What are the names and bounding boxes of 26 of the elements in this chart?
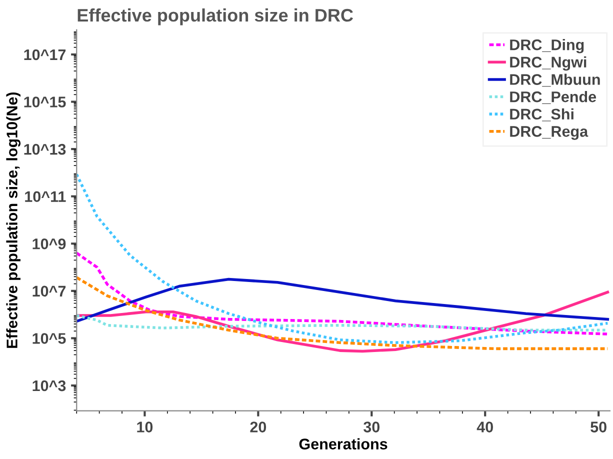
x-tick-label: 40: [476, 422, 493, 432]
legend-label: DRC_Pende: [510, 91, 596, 104]
line-series: [76, 278, 610, 323]
y-tick-label: 10^17: [24, 49, 66, 60]
x-axis-title: Generations: [299, 438, 388, 450]
line-series: [76, 172, 610, 344]
legend-label: DRC_Rega: [510, 126, 588, 140]
y-tick-label: 10^11: [25, 191, 66, 202]
legend-label: DRC_Ding: [510, 39, 584, 54]
y-tick-label: 10^7: [32, 286, 66, 297]
line-series: [76, 276, 610, 350]
y-tick-label: 10^3: [32, 380, 66, 392]
y-axis-title: Effective population size, log10(Ne): [6, 92, 21, 348]
x-tick-label: 30: [364, 422, 380, 432]
y-tick-label: 10^13: [24, 144, 66, 155]
y-tick-label: 10^5: [32, 333, 66, 344]
x-tick-label: 50: [590, 422, 606, 432]
y-tick-label: 10^15: [24, 96, 66, 108]
x-tick-label: 20: [250, 422, 266, 432]
legend-label: DRC_Ngwi: [510, 56, 586, 71]
y-tick-label: 10^9: [32, 238, 66, 250]
legend-label: DRC_Mbuun: [510, 74, 600, 87]
x-tick-label: 10: [137, 422, 153, 432]
line-series: [76, 252, 610, 336]
legend-label: DRC_Shi: [510, 108, 574, 122]
chart-title: Effective population size in DRC: [78, 8, 354, 26]
